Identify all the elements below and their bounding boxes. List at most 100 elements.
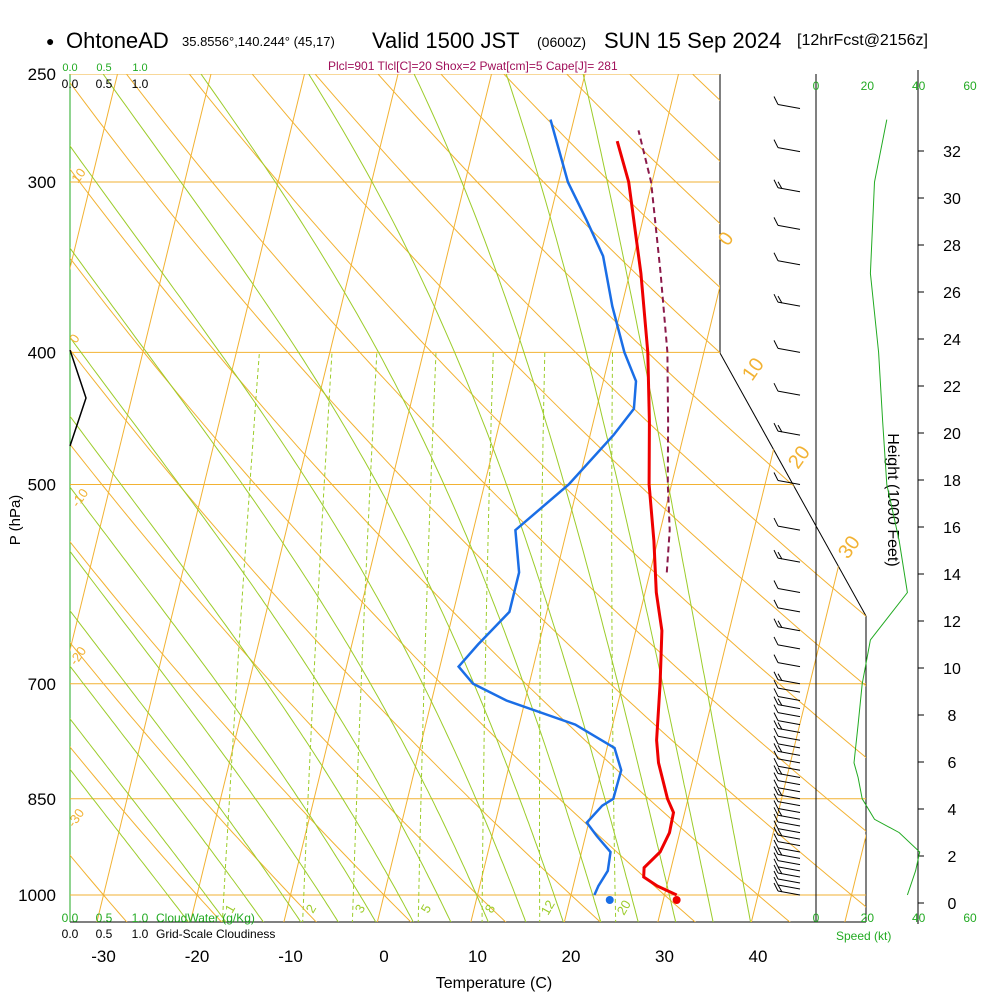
wind-barb-shaft xyxy=(777,720,801,726)
wind-barb-shaft xyxy=(777,347,801,353)
dry-adiabat-label: 0 xyxy=(714,228,738,250)
wind-barb-flag xyxy=(773,472,779,481)
wind-barb-shaft xyxy=(777,587,801,593)
temperature-tick-label: -30 xyxy=(91,947,116,966)
wind-barb-flag xyxy=(773,876,779,886)
wind-barb-shaft xyxy=(777,607,801,613)
dry-adiabat-line xyxy=(70,74,129,922)
wind-barb-shaft xyxy=(777,758,801,764)
dry-adiabat-label: 30 xyxy=(834,532,865,563)
wind-barb xyxy=(773,618,801,632)
wind-barb xyxy=(773,688,801,701)
wind-barb-flag xyxy=(773,252,779,261)
dry-adiabat-line xyxy=(294,74,866,922)
zulu-time: (0600Z) xyxy=(537,34,587,50)
isotherm-line xyxy=(70,74,124,922)
valid-time: Valid 1500 JST xyxy=(372,28,520,53)
wind-barb-shaft xyxy=(777,743,801,749)
isotherm-line xyxy=(656,74,866,922)
dry-adiabat-line xyxy=(70,74,224,922)
dry-adiabat-label: 20 xyxy=(784,442,815,473)
wind-barb xyxy=(773,340,801,353)
moist-adiabat-line xyxy=(292,74,640,922)
wind-barb-flag xyxy=(773,757,779,767)
wind-barb xyxy=(773,858,801,872)
temperature-tick-label: -20 xyxy=(185,947,210,966)
wind-barb-flag xyxy=(777,424,783,433)
wind-barb xyxy=(773,852,801,866)
cloudiness-bottom-tick: 0.5 xyxy=(96,927,113,941)
isotherm-line xyxy=(0,50,30,924)
wind-barb xyxy=(773,293,801,307)
wind-barb xyxy=(773,422,801,436)
wind-barb xyxy=(773,727,801,741)
wind-barb xyxy=(773,599,801,613)
wind-barb xyxy=(773,807,801,820)
wind-barb-flag xyxy=(773,688,779,697)
surface-dewpoint-dot xyxy=(605,896,614,904)
wind-barb-shaft xyxy=(777,695,801,701)
cloud-water-bottom-tick: 0.0 xyxy=(62,911,79,925)
wind-barb xyxy=(773,679,801,693)
wind-barb xyxy=(773,517,801,531)
wind-barb-flag xyxy=(773,870,779,880)
height-tick-label: 28 xyxy=(943,238,961,255)
speed-axis-label: Speed (kt) xyxy=(836,929,891,943)
wind-barb-flag xyxy=(773,217,779,226)
wind-barb-shaft xyxy=(777,878,801,884)
height-tick-label: 12 xyxy=(943,614,961,631)
isotherm-line xyxy=(282,74,498,922)
moist-adiabat-line xyxy=(401,74,677,922)
profiles xyxy=(456,119,681,904)
wind-barb xyxy=(773,786,801,800)
isotherm-line xyxy=(376,74,592,922)
cloudiness-top-tick: 1.0 xyxy=(132,77,149,91)
mixing-ratio-label: 20 xyxy=(614,897,634,917)
dry-adiabat-line xyxy=(70,74,698,922)
wind-barb-flag xyxy=(773,696,779,705)
wind-barb-flag xyxy=(773,786,779,795)
height-tick-label: 6 xyxy=(948,755,957,772)
height-tick-label: 20 xyxy=(943,426,961,443)
wind-barb xyxy=(773,833,801,847)
wind-barb-flag xyxy=(773,882,779,892)
wind-barb-flag xyxy=(773,549,779,559)
wind-barb-flag xyxy=(773,422,779,432)
wind-barb-flag xyxy=(773,712,779,721)
moist-adiabat-line xyxy=(70,74,453,922)
wind-barb xyxy=(773,720,801,733)
moist-adiabat-line xyxy=(70,74,527,922)
wind-barb xyxy=(773,876,801,890)
wind-barb xyxy=(773,735,801,749)
wind-barb-shaft xyxy=(777,787,801,793)
isotherm-line xyxy=(563,74,779,922)
moist-adiabat-line xyxy=(70,74,191,922)
isotherm-line xyxy=(750,74,866,922)
height-tick-label: 24 xyxy=(943,332,961,349)
wind-barb-flag xyxy=(777,620,783,628)
dry-adiabat-line xyxy=(853,74,866,922)
wind-barb xyxy=(773,96,801,110)
dry-adiabat-label: 10 xyxy=(738,354,769,385)
wind-barb xyxy=(773,696,801,710)
cloud-water-top-tick: 0.0 xyxy=(62,62,77,74)
wind-barb xyxy=(773,772,801,786)
wind-barb-flag xyxy=(773,96,779,105)
mixing-ratio-line xyxy=(611,352,617,922)
dry-adiabat-label: 0 xyxy=(66,331,82,346)
wind-barb-flag xyxy=(773,772,779,781)
speed-tick-bottom: 20 xyxy=(861,911,875,925)
cloud-water-top-tick: 0.5 xyxy=(96,62,111,74)
wind-barb xyxy=(773,846,801,859)
cloud-water-bottom-tick: 1.0 xyxy=(132,911,149,925)
wind-barb-flag xyxy=(777,767,783,775)
wind-barb xyxy=(773,882,801,896)
wind-barb-flag xyxy=(773,839,779,849)
dry-adiabat-line xyxy=(418,74,866,922)
wind-barb-shaft xyxy=(777,735,801,741)
pressure-tick-label: 700 xyxy=(28,675,56,694)
wind-barb xyxy=(773,750,801,764)
wind-barb-shaft xyxy=(777,828,801,834)
surface-temperature-dot xyxy=(672,896,681,904)
